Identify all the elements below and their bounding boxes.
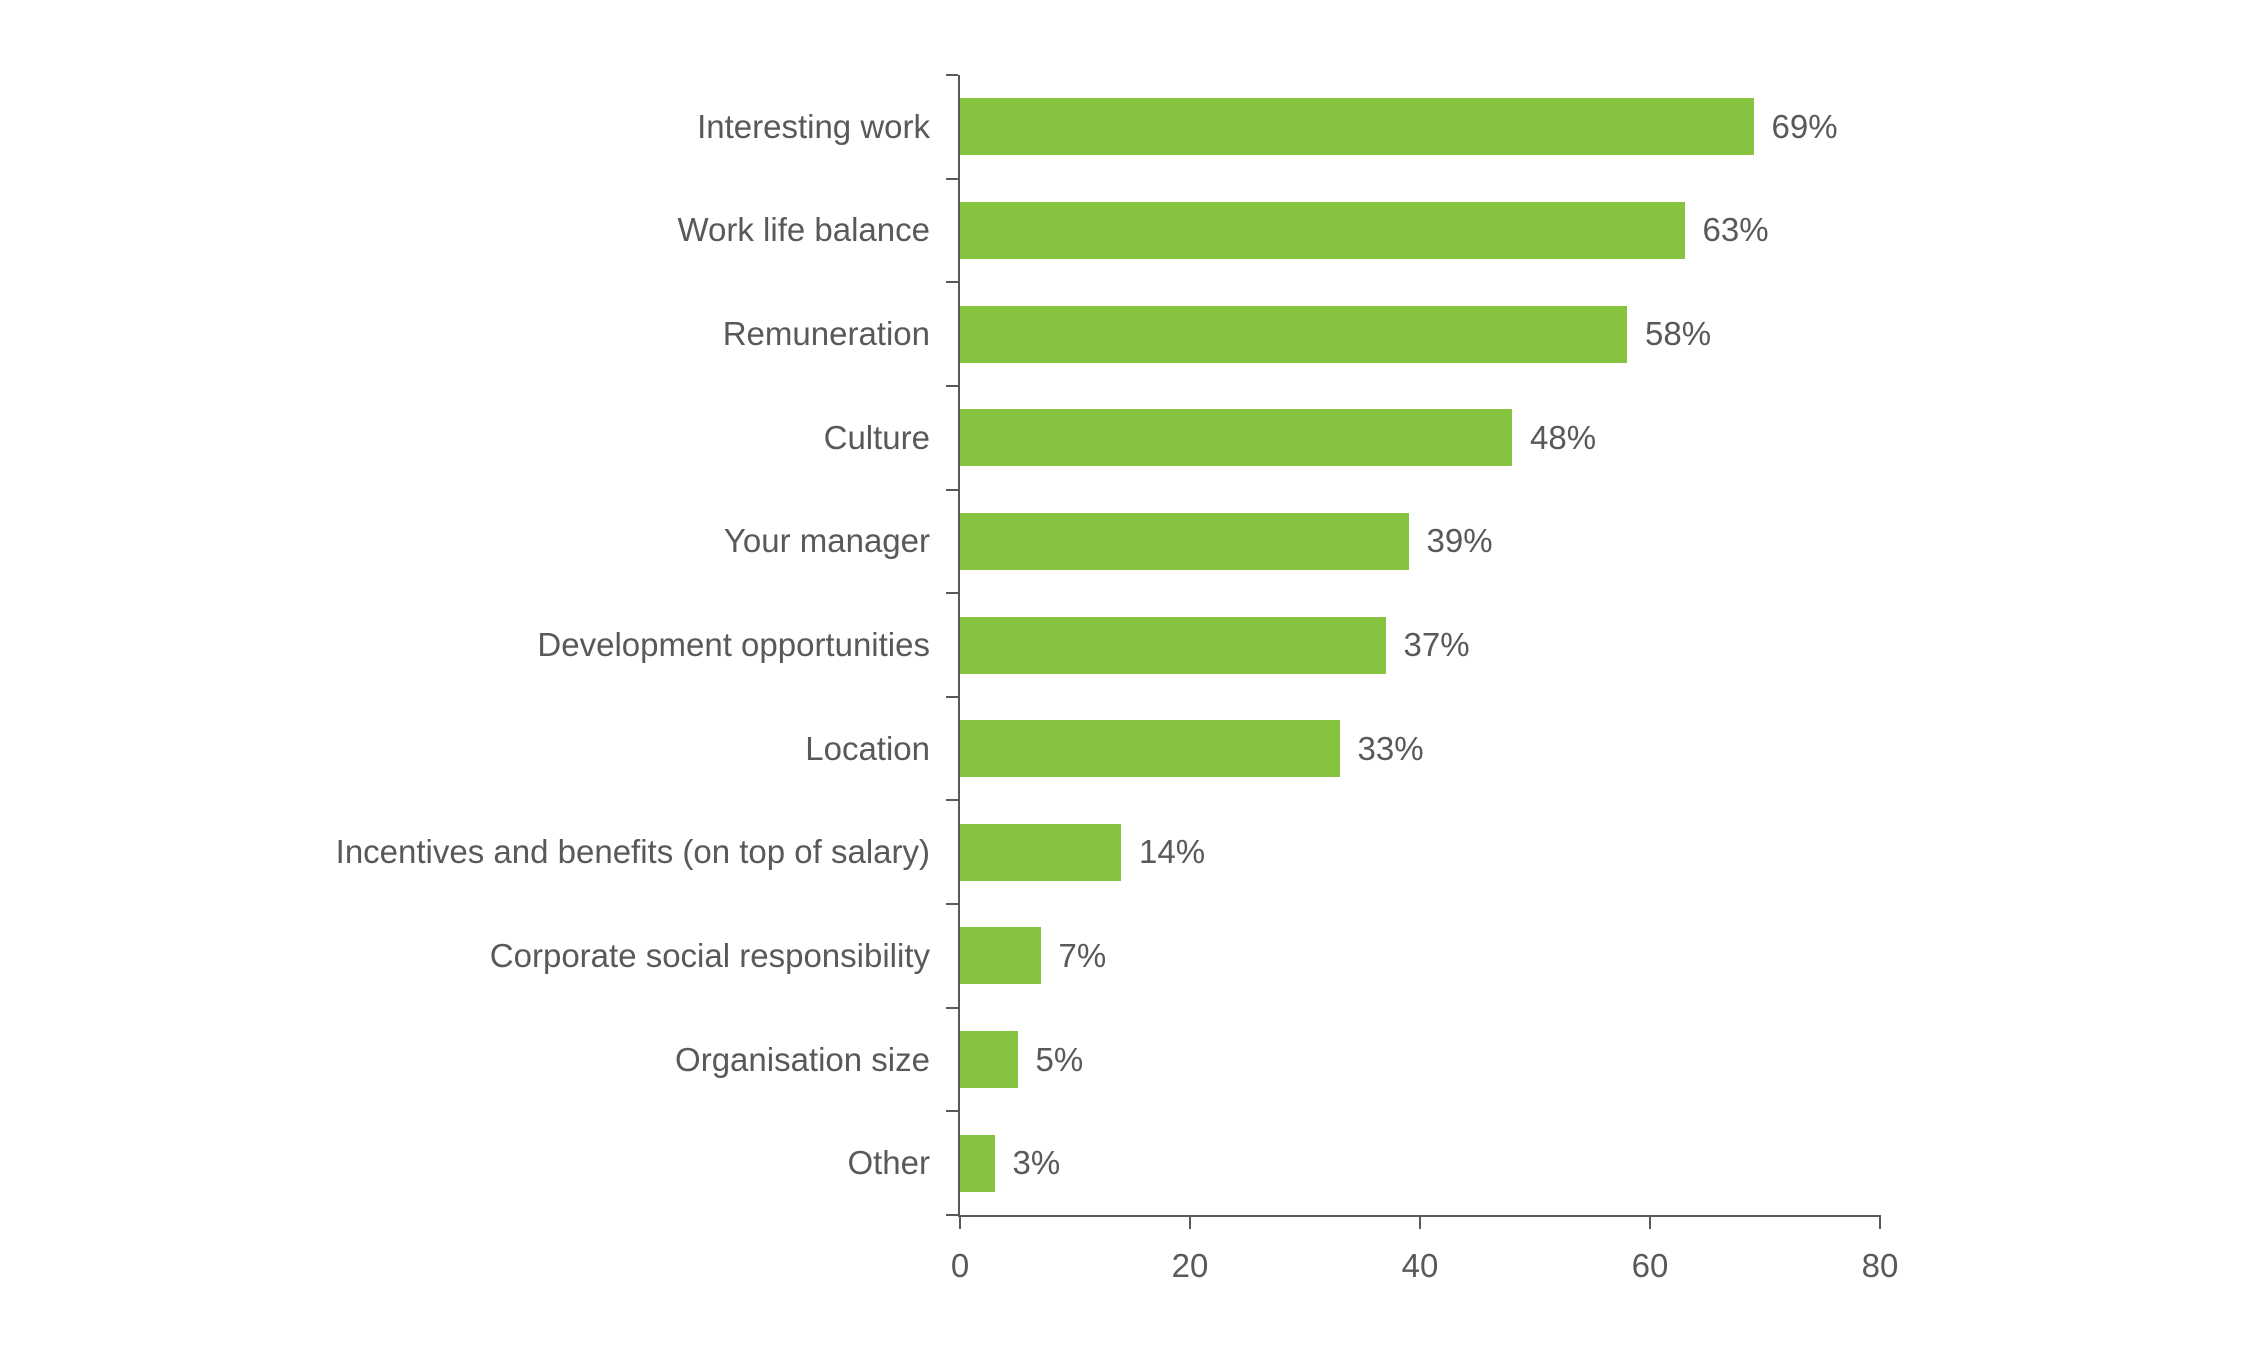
value-label: 3%	[1013, 1144, 1061, 1182]
x-tick	[1189, 1217, 1191, 1229]
y-tick	[946, 903, 958, 905]
horizontal-bar-chart: 0 20 40 60 80 Interesting work 69% Work life ba…	[0, 0, 2244, 1358]
x-tick-label: 60	[1632, 1247, 1669, 1285]
x-tick	[1879, 1217, 1881, 1229]
x-tick-label: 20	[1172, 1247, 1209, 1285]
x-tick-label: 40	[1402, 1247, 1439, 1285]
category-label: Work life balance	[677, 211, 930, 249]
x-tick	[1419, 1217, 1421, 1229]
y-tick	[946, 1007, 958, 1009]
bar	[960, 306, 1627, 363]
value-label: 58%	[1645, 315, 1711, 353]
value-label: 7%	[1059, 937, 1107, 975]
category-label: Corporate social responsibility	[490, 937, 930, 975]
x-tick-label: 0	[951, 1247, 969, 1285]
value-label: 39%	[1427, 522, 1493, 560]
x-tick-label: 80	[1862, 1247, 1899, 1285]
y-tick	[946, 592, 958, 594]
category-label: Location	[805, 730, 930, 768]
y-tick	[946, 385, 958, 387]
bar	[960, 617, 1386, 674]
bar	[960, 1135, 995, 1192]
y-tick	[946, 489, 958, 491]
bar	[960, 720, 1340, 777]
y-tick	[946, 178, 958, 180]
bar	[960, 824, 1121, 881]
y-tick	[946, 281, 958, 283]
y-tick	[946, 1214, 958, 1216]
category-label: Interesting work	[697, 108, 930, 146]
y-tick	[946, 1110, 958, 1112]
value-label: 48%	[1530, 419, 1596, 457]
value-label: 33%	[1358, 730, 1424, 768]
y-tick	[946, 799, 958, 801]
y-tick	[946, 696, 958, 698]
bar	[960, 98, 1754, 155]
value-label: 5%	[1036, 1041, 1084, 1079]
x-tick	[1649, 1217, 1651, 1229]
category-label: Culture	[824, 419, 930, 457]
value-label: 37%	[1404, 626, 1470, 664]
category-label: Remuneration	[723, 315, 930, 353]
value-label: 14%	[1139, 833, 1205, 871]
bar	[960, 927, 1041, 984]
bar	[960, 202, 1685, 259]
bar	[960, 513, 1409, 570]
category-label: Incentives and benefits (on top of salar…	[336, 833, 930, 871]
x-tick	[959, 1217, 961, 1229]
category-label: Other	[847, 1144, 930, 1182]
category-label: Your manager	[724, 522, 930, 560]
value-label: 63%	[1703, 211, 1769, 249]
category-label: Organisation size	[675, 1041, 930, 1079]
y-tick	[946, 74, 958, 76]
category-label: Development opportunities	[537, 626, 930, 664]
bar	[960, 1031, 1018, 1088]
value-label: 69%	[1772, 108, 1838, 146]
bar	[960, 409, 1512, 466]
